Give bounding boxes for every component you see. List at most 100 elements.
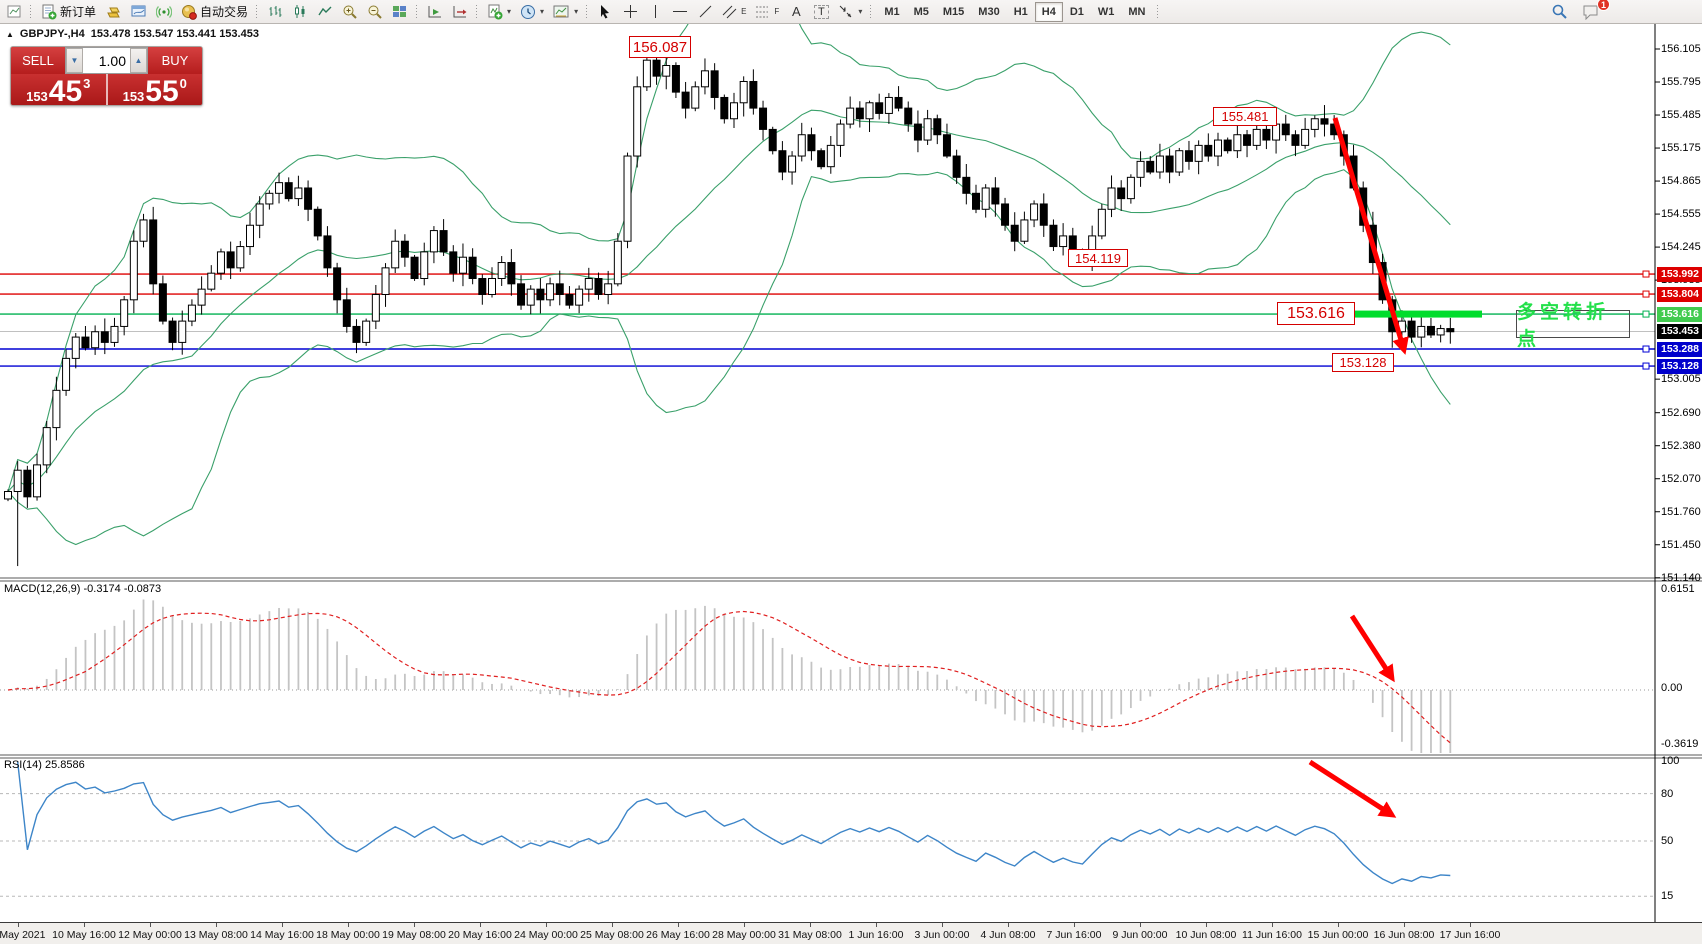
collapse-ohlc-icon[interactable]: ▲ bbox=[6, 29, 14, 39]
time-axis-label: 9 Jun 00:00 bbox=[1112, 929, 1168, 941]
timeframe-H1[interactable]: H1 bbox=[1013, 5, 1028, 18]
time-axis-label: 25 May 08:00 bbox=[580, 929, 644, 941]
rsi-label: RSI(14) 25.8586 bbox=[4, 759, 85, 771]
time-axis-tick bbox=[546, 923, 547, 927]
time-axis-tick bbox=[1008, 923, 1009, 927]
vertical-line-tool[interactable] bbox=[643, 1, 667, 22]
toolbar-separator bbox=[584, 1, 592, 22]
toolbar-separator bbox=[254, 1, 262, 22]
template-icon bbox=[553, 5, 569, 18]
periods-menu-button[interactable]: ▾ bbox=[516, 1, 548, 22]
cursor-tool[interactable] bbox=[593, 1, 617, 22]
timeframe-M5[interactable]: M5 bbox=[913, 5, 929, 18]
indicators-menu-button[interactable]: ▾ bbox=[483, 1, 515, 22]
time-axis-label: 4 Jun 08:00 bbox=[980, 929, 1036, 941]
zoom-out-icon[interactable] bbox=[363, 1, 387, 22]
one-click-trading-panel: SELL ▼ ▲ BUY 153 45 3 153 55 0 bbox=[10, 46, 203, 106]
new-order-button[interactable]: 新订单 bbox=[37, 1, 100, 22]
buy-price-sup: 0 bbox=[179, 76, 187, 91]
time-axis-label: 17 Jun 16:00 bbox=[1439, 929, 1501, 941]
time-axis-tick bbox=[480, 923, 481, 927]
channel-tool[interactable]: E bbox=[718, 1, 750, 22]
time-axis-tick bbox=[942, 923, 943, 927]
notifications-button[interactable]: 1 bbox=[1578, 0, 1610, 22]
chart-canvas[interactable] bbox=[0, 24, 1702, 922]
timeframe-W1[interactable]: W1 bbox=[1097, 5, 1115, 18]
tile-windows-icon[interactable] bbox=[388, 1, 412, 22]
time-axis-label: 12 May 00:00 bbox=[118, 929, 182, 941]
buy-price-big: 55 bbox=[145, 75, 179, 106]
zoom-in-icon[interactable] bbox=[338, 1, 362, 22]
time-axis-label: 11 Jun 16:00 bbox=[1242, 929, 1302, 941]
channel-tool-suffix: E bbox=[741, 7, 747, 16]
time-axis-tick bbox=[282, 923, 283, 927]
time-axis-label: 14 May 16:00 bbox=[250, 929, 314, 941]
time-axis-label: 7 May 2021 bbox=[0, 929, 46, 941]
timeframe-MN[interactable]: MN bbox=[1128, 5, 1146, 18]
market-watch-icon[interactable] bbox=[127, 1, 151, 22]
time-axis-label: 13 May 08:00 bbox=[184, 929, 248, 941]
signals-icon[interactable] bbox=[152, 1, 176, 22]
gold-symbols-icon[interactable] bbox=[101, 1, 126, 22]
arrows-tool[interactable]: ▾ bbox=[834, 1, 866, 22]
fibonacci-tool[interactable]: F bbox=[751, 1, 783, 22]
dropdown-arrow-icon: ▾ bbox=[507, 7, 512, 16]
sell-button[interactable]: SELL bbox=[11, 47, 65, 74]
time-axis-label: 7 Jun 16:00 bbox=[1046, 929, 1102, 941]
trendline-tool[interactable] bbox=[693, 1, 717, 22]
sell-price-sup: 3 bbox=[83, 76, 91, 91]
line-chart-icon[interactable] bbox=[313, 1, 337, 22]
dropdown-arrow-icon: ▾ bbox=[574, 7, 579, 16]
time-axis-label: 10 Jun 08:00 bbox=[1175, 929, 1237, 941]
indicators-icon bbox=[488, 4, 503, 19]
dropdown-arrow-icon: ▾ bbox=[540, 7, 545, 16]
autotrade-button[interactable]: 自动交易 bbox=[177, 1, 252, 22]
horizontal-line-tool[interactable] bbox=[668, 1, 692, 22]
timeframe-H4[interactable]: H4 bbox=[1034, 1, 1063, 22]
buy-price-prefix: 153 bbox=[122, 89, 145, 104]
bar-chart-icon[interactable] bbox=[263, 1, 287, 22]
volume-input[interactable] bbox=[83, 48, 130, 73]
search-icon[interactable] bbox=[1547, 1, 1572, 22]
auto-scroll-icon[interactable] bbox=[423, 1, 447, 22]
time-axis-tick bbox=[84, 923, 85, 927]
time-axis-label: 19 May 08:00 bbox=[382, 929, 446, 941]
time-axis-tick bbox=[150, 923, 151, 927]
buy-price[interactable]: 153 55 0 bbox=[107, 74, 202, 106]
candlestick-chart-icon[interactable] bbox=[288, 1, 312, 22]
time-axis-label: 15 Jun 00:00 bbox=[1307, 929, 1369, 941]
chart-shift-icon[interactable] bbox=[448, 1, 472, 22]
time-axis-label: 18 May 00:00 bbox=[316, 929, 380, 941]
timeframe-D1[interactable]: D1 bbox=[1069, 5, 1084, 18]
clock-icon bbox=[521, 4, 536, 19]
time-axis-tick bbox=[876, 923, 877, 927]
text-tool[interactable]: A bbox=[784, 1, 808, 22]
volume-increase-button[interactable]: ▲ bbox=[130, 48, 147, 73]
sell-price-big: 45 bbox=[48, 75, 83, 106]
time-axis-tick bbox=[1338, 923, 1339, 927]
timeframe-M1[interactable]: M1 bbox=[884, 5, 900, 18]
templates-menu-button[interactable]: ▾ bbox=[549, 1, 582, 22]
text-label-tool[interactable]: T bbox=[809, 1, 833, 22]
macd-label: MACD(12,26,9) -0.3174 -0.0873 bbox=[4, 583, 162, 595]
autotrade-icon bbox=[182, 4, 197, 20]
time-axis-label: 31 May 08:00 bbox=[778, 929, 842, 941]
time-axis-tick bbox=[612, 923, 613, 927]
timeframe-M30[interactable]: M30 bbox=[978, 5, 1000, 18]
time-axis-label: 28 May 00:00 bbox=[712, 929, 776, 941]
chart-window-icon[interactable] bbox=[2, 1, 26, 22]
time-axis-label: 10 May 16:00 bbox=[52, 929, 116, 941]
toolbar-separator bbox=[474, 1, 482, 22]
time-axis-tick bbox=[414, 923, 415, 927]
crosshair-tool[interactable] bbox=[618, 1, 642, 22]
time-axis-label: 20 May 16:00 bbox=[448, 929, 512, 941]
time-axis-tick bbox=[1140, 923, 1141, 927]
sell-price[interactable]: 153 45 3 bbox=[11, 74, 108, 106]
time-axis-tick bbox=[1074, 923, 1075, 927]
volume-decrease-button[interactable]: ▼ bbox=[66, 48, 83, 73]
symbol-title: GBPJPY-,H4 bbox=[19, 28, 85, 40]
buy-button[interactable]: BUY bbox=[148, 47, 202, 74]
timeframe-M15[interactable]: M15 bbox=[942, 5, 965, 18]
